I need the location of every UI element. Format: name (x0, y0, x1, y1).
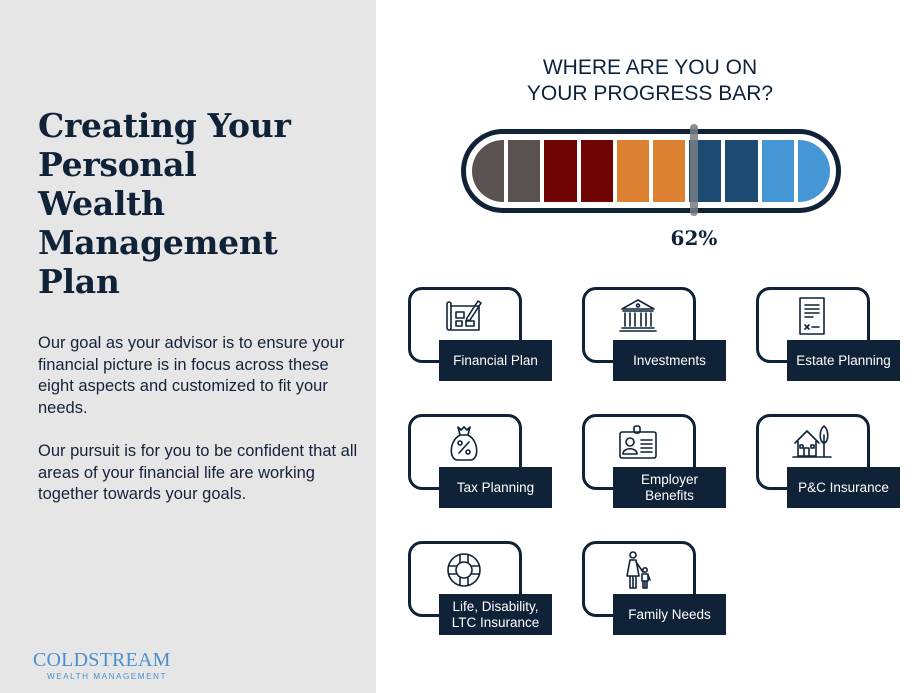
life-ring-icon (443, 550, 485, 590)
aspect-card-family-needs: Family Needs (582, 541, 732, 636)
progress-percent: 62% (670, 226, 718, 250)
progress-segment (725, 140, 758, 202)
aspect-card-financial-plan: Financial Plan (408, 287, 558, 382)
heading-line: YOUR PROGRESS BAR? (526, 82, 774, 105)
card-label: Investments (613, 340, 726, 381)
progress-segment (544, 140, 577, 202)
progress-segments (472, 140, 831, 202)
house-tree-icon (791, 423, 833, 463)
card-label: Employer Benefits (613, 467, 726, 508)
logo-wordmark: COLDSTREAM (33, 649, 171, 671)
title-line: Plan (38, 262, 120, 301)
card-label: Life, Disability, LTC Insurance (439, 594, 552, 635)
page-title: Creating Your Personal Wealth Management… (38, 106, 358, 301)
progress-segment (616, 140, 650, 202)
progress-segment (797, 140, 831, 202)
aspect-card-employer-benefits: Employer Benefits (582, 414, 732, 509)
title-line: Management (38, 223, 278, 262)
card-label: P&C Insurance (787, 467, 900, 508)
card-label: Financial Plan (439, 340, 552, 381)
progress-segment (653, 140, 686, 202)
blueprint-pencil-icon (443, 296, 485, 336)
id-badge-icon (617, 423, 659, 463)
title-line: Wealth (38, 184, 165, 223)
company-logo: COLDSTREAM WEALTH MANAGEMENT (33, 649, 171, 681)
card-label: Family Needs (613, 594, 726, 635)
aspect-card-investments: Investments (582, 287, 732, 382)
progress-marker (689, 124, 698, 216)
progress-segment (580, 140, 613, 202)
progress-segment (508, 140, 541, 202)
document-signature-icon (791, 296, 833, 336)
pursuit-paragraph: Our pursuit is for you to be confident t… (38, 442, 358, 504)
card-label: Estate Planning (787, 340, 900, 381)
progress-heading: WHERE ARE YOU ON YOUR PROGRESS BAR? (450, 55, 850, 107)
parent-child-icon (617, 550, 659, 590)
progress-segment (472, 140, 505, 202)
card-label: Tax Planning (439, 467, 552, 508)
intro-paragraph: Our goal as your advisor is to ensure yo… (38, 334, 345, 418)
aspect-card-tax-planning: Tax Planning (408, 414, 558, 509)
left-panel: Creating Your Personal Wealth Management… (0, 0, 376, 693)
logo-tagline: WEALTH MANAGEMENT (47, 672, 167, 681)
bank-building-icon (617, 296, 659, 336)
progress-bar (461, 129, 841, 213)
progress-segment (761, 140, 794, 202)
aspect-card-p-c-insurance: P&C Insurance (756, 414, 906, 509)
title-line: Creating Your (38, 106, 291, 145)
heading-line: WHERE ARE YOU ON (542, 56, 758, 79)
aspect-card-estate-planning: Estate Planning (756, 287, 906, 382)
title-line: Personal (38, 145, 197, 184)
aspect-card-life-disability-ltc-insurance: Life, Disability, LTC Insurance (408, 541, 558, 636)
money-bag-percent-icon (443, 423, 485, 463)
